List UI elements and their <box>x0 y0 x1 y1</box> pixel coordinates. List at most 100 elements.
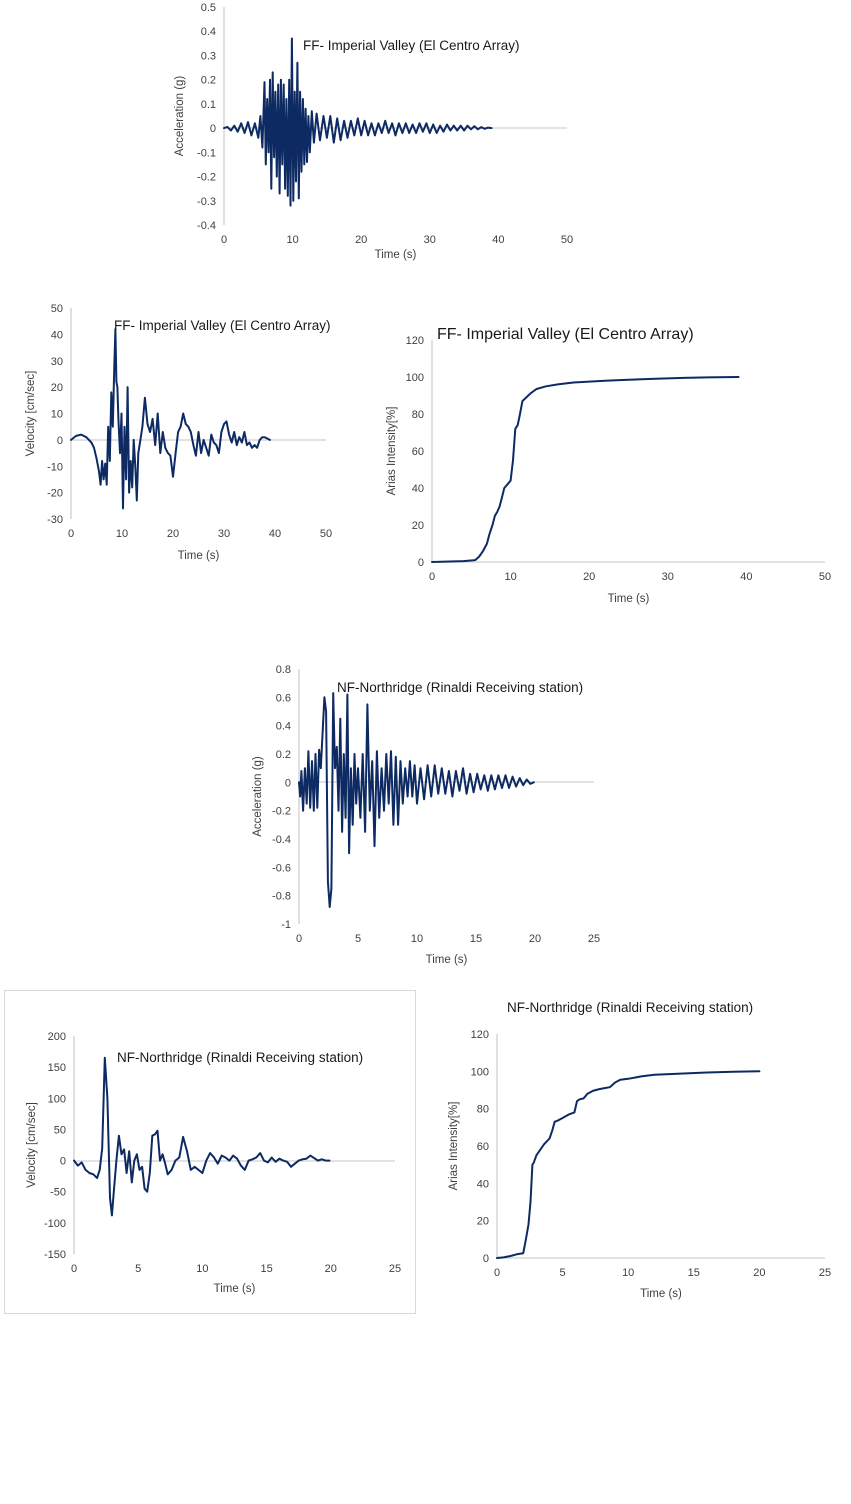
x-axis-label: Time (s) <box>375 249 417 261</box>
y-tick-label: 80 <box>412 409 424 421</box>
y-tick-label: 60 <box>412 446 424 458</box>
y-tick-label: 0 <box>285 777 291 789</box>
y-tick-label: 0.3 <box>201 50 216 62</box>
y-tick-label: 0.5 <box>201 2 216 14</box>
x-tick-label: 20 <box>167 528 179 540</box>
y-tick-label: 10 <box>51 409 63 421</box>
series-line-arias-intensity <box>496 1070 761 1259</box>
x-tick-label: 10 <box>286 234 298 246</box>
series-line-arias-intensity <box>431 376 740 563</box>
y-tick-label: 60 <box>477 1141 489 1153</box>
y-tick-label: -1 <box>281 919 291 931</box>
x-axis-label: Time (s) <box>178 550 220 562</box>
y-tick-label: 200 <box>48 1031 66 1043</box>
x-tick-label: 25 <box>389 1263 401 1275</box>
y-tick-label: -0.3 <box>197 196 216 208</box>
y-tick-label: -100 <box>44 1218 66 1230</box>
y-tick-label: 80 <box>477 1104 489 1116</box>
y-tick-label: 20 <box>412 520 424 532</box>
chart-title: NF-Northridge (Rinaldi Receiving station… <box>337 680 583 695</box>
x-tick-label: 0 <box>494 1267 500 1279</box>
x-tick-label: 10 <box>411 933 423 945</box>
y-tick-label: 100 <box>471 1066 489 1078</box>
y-tick-label: 30 <box>51 356 63 368</box>
x-tick-label: 20 <box>355 234 367 246</box>
series-line-acceleration <box>223 37 493 207</box>
chart-title: NF-Northridge (Rinaldi Receiving station… <box>117 1050 363 1065</box>
y-axis-label: Acceleration (g) <box>174 76 186 157</box>
y-tick-label: 0 <box>210 123 216 135</box>
y-tick-label: -20 <box>47 488 63 500</box>
chart-frame <box>4 990 416 1314</box>
y-tick-label: 50 <box>51 303 63 315</box>
y-tick-label: 0.2 <box>201 75 216 87</box>
y-tick-label: -0.2 <box>272 806 291 818</box>
y-tick-label: 40 <box>477 1178 489 1190</box>
x-tick-label: 0 <box>429 571 435 583</box>
y-tick-label: -0.4 <box>272 834 291 846</box>
y-tick-label: 0.2 <box>276 749 291 761</box>
x-tick-label: 30 <box>424 234 436 246</box>
series-line-velocity <box>70 328 271 510</box>
y-tick-label: 0.6 <box>276 692 291 704</box>
y-tick-label: 40 <box>412 483 424 495</box>
x-tick-label: 20 <box>583 571 595 583</box>
y-tick-label: 120 <box>406 335 424 347</box>
series-line-velocity <box>73 1056 331 1217</box>
x-axis-label: Time (s) <box>426 954 468 966</box>
y-tick-label: -50 <box>50 1187 66 1199</box>
x-tick-label: 40 <box>492 234 504 246</box>
x-tick-label: 0 <box>296 933 302 945</box>
y-tick-label: 0 <box>57 435 63 447</box>
y-tick-label: 0.1 <box>201 99 216 111</box>
y-tick-label: 0 <box>483 1253 489 1265</box>
y-tick-label: 0 <box>60 1156 66 1168</box>
x-tick-label: 20 <box>325 1263 337 1275</box>
y-tick-label: 100 <box>48 1093 66 1105</box>
y-tick-label: 120 <box>471 1029 489 1041</box>
y-tick-label: 100 <box>406 372 424 384</box>
y-tick-label: -0.4 <box>197 220 216 232</box>
chart-title: FF- Imperial Valley (El Centro Array) <box>303 38 520 53</box>
series-line-acceleration <box>298 692 535 908</box>
y-tick-label: 20 <box>51 382 63 394</box>
y-tick-label: -0.8 <box>272 891 291 903</box>
x-tick-label: 15 <box>688 1267 700 1279</box>
x-tick-label: 30 <box>218 528 230 540</box>
x-axis-label: Time (s) <box>608 593 650 605</box>
x-tick-label: 50 <box>561 234 573 246</box>
y-tick-label: -10 <box>47 461 63 473</box>
chart-title: FF- Imperial Valley (El Centro Array) <box>114 318 331 333</box>
x-tick-label: 20 <box>753 1267 765 1279</box>
y-axis-label: Acceleration (g) <box>252 756 264 837</box>
y-tick-label: 50 <box>54 1124 66 1136</box>
y-axis-label: Velocity [cm/sec] <box>25 371 37 457</box>
y-tick-label: -0.1 <box>197 147 216 159</box>
x-tick-label: 5 <box>560 1267 566 1279</box>
x-tick-label: 10 <box>116 528 128 540</box>
y-tick-label: 20 <box>477 1216 489 1228</box>
x-axis-label: Time (s) <box>214 1283 256 1295</box>
x-tick-label: 10 <box>504 571 516 583</box>
x-tick-label: 30 <box>662 571 674 583</box>
chart-title: FF- Imperial Valley (El Centro Array) <box>437 326 694 343</box>
x-tick-label: 10 <box>196 1263 208 1275</box>
y-tick-label: 0.8 <box>276 664 291 676</box>
x-tick-label: 50 <box>819 571 831 583</box>
y-tick-label: -30 <box>47 514 63 526</box>
y-axis-label: Arias Intensity[%] <box>448 1102 460 1191</box>
x-tick-label: 0 <box>221 234 227 246</box>
x-tick-label: 5 <box>355 933 361 945</box>
y-tick-label: 40 <box>51 329 63 341</box>
x-tick-label: 15 <box>470 933 482 945</box>
chart-title: NF-Northridge (Rinaldi Receiving station… <box>507 1000 753 1015</box>
x-tick-label: 0 <box>71 1263 77 1275</box>
x-tick-label: 20 <box>529 933 541 945</box>
x-axis-label: Time (s) <box>640 1288 682 1300</box>
y-axis-label: Velocity [cm/sec] <box>26 1102 38 1188</box>
y-axis-label: Arias Intensity[%] <box>386 407 398 496</box>
